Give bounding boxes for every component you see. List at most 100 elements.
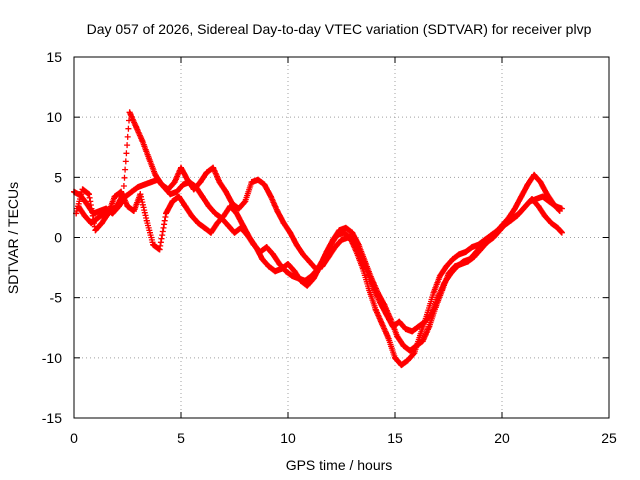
- data-point: [372, 306, 379, 313]
- data-point: [293, 241, 300, 248]
- data-point: [113, 203, 120, 210]
- data-point: [111, 193, 118, 200]
- data-point: [543, 191, 550, 198]
- data-point: [323, 248, 330, 255]
- data-point: [396, 318, 403, 325]
- data-point: [128, 188, 135, 195]
- data-point: [173, 188, 180, 195]
- data-point: [137, 191, 144, 198]
- data-point: [248, 179, 255, 186]
- data-point: [201, 224, 208, 231]
- data-point: [306, 258, 313, 265]
- x-tick-label: 5: [177, 430, 185, 446]
- data-point: [203, 169, 210, 176]
- chart-title: Day 057 of 2026, Sidereal Day-to-day VTE…: [87, 21, 592, 37]
- data-point: [152, 171, 159, 178]
- data-point: [528, 195, 535, 202]
- data-point: [387, 316, 394, 323]
- data-point: [167, 191, 174, 198]
- data-point: [349, 229, 356, 236]
- data-point: [212, 210, 219, 217]
- data-point: [96, 208, 103, 215]
- y-tick-label: 10: [46, 109, 62, 125]
- data-point: [456, 251, 463, 258]
- y-tick-label: 15: [46, 49, 62, 65]
- y-tick-label: 5: [54, 169, 62, 185]
- data-marks: [71, 109, 565, 369]
- data-point: [496, 227, 503, 234]
- data-point: [436, 273, 443, 280]
- data-point: [304, 282, 311, 289]
- data-point: [289, 273, 296, 280]
- series-markers-track-c: [73, 186, 565, 354]
- data-point: [426, 323, 433, 330]
- data-point: [227, 203, 234, 210]
- data-point: [554, 224, 561, 231]
- y-tick-label: -5: [50, 290, 63, 306]
- data-point: [285, 260, 291, 267]
- data-point: [462, 248, 469, 255]
- data-point: [199, 193, 206, 200]
- data-point: [280, 220, 287, 227]
- data-point: [469, 244, 476, 251]
- data-point: [548, 220, 555, 227]
- data-point: [430, 289, 437, 296]
- data-point: [126, 109, 133, 116]
- data-point: [471, 253, 478, 260]
- data-point: [98, 220, 105, 227]
- data-point: [381, 301, 388, 308]
- y-tick-label: -15: [42, 410, 62, 426]
- data-point: [210, 164, 217, 171]
- data-point: [398, 362, 405, 369]
- data-point: [270, 251, 277, 258]
- data-point: [541, 212, 548, 219]
- data-point: [207, 229, 214, 236]
- data-point: [259, 256, 266, 263]
- data-point: [195, 220, 202, 227]
- data-point: [235, 205, 242, 212]
- data-point: [255, 176, 262, 183]
- data-point: [516, 210, 523, 217]
- data-point: [522, 203, 529, 210]
- data-point: [477, 246, 484, 253]
- data-point: [158, 181, 165, 188]
- y-axis-label: SDTVAR / TECUs: [5, 182, 21, 294]
- x-tick-label: 10: [280, 430, 296, 446]
- data-point: [385, 335, 392, 342]
- data-point: [252, 244, 259, 251]
- data-point: [225, 222, 232, 229]
- data-point: [216, 179, 223, 186]
- data-point: [182, 203, 189, 210]
- data-point: [242, 198, 249, 205]
- x-tick-label: 15: [387, 430, 403, 446]
- data-point: [451, 263, 458, 270]
- data-point: [190, 186, 197, 193]
- data-point: [233, 210, 240, 217]
- data-point: [317, 263, 324, 270]
- data-point: [143, 217, 150, 224]
- y-tick-label: 0: [54, 230, 62, 246]
- data-point: [165, 186, 172, 193]
- data-point: [291, 268, 298, 275]
- data-point: [299, 251, 306, 258]
- data-point: [490, 234, 497, 241]
- data-point: [394, 333, 401, 340]
- data-point: [421, 318, 428, 325]
- data-point: [417, 330, 424, 337]
- data-point: [443, 263, 450, 270]
- data-point: [267, 193, 274, 200]
- data-point: [392, 354, 398, 361]
- data-point: [402, 325, 409, 332]
- y-tick-label: -10: [42, 350, 62, 366]
- data-point: [276, 260, 283, 267]
- x-tick-label: 20: [494, 430, 510, 446]
- data-point: [231, 229, 238, 236]
- data-point: [205, 203, 212, 210]
- data-point: [240, 222, 247, 229]
- data-point: [118, 188, 125, 195]
- data-point: [404, 357, 411, 364]
- axis-ticks: 0 5 10 15 20 25 -15 -10 -5 0 5 10 15: [42, 49, 617, 446]
- data-point: [458, 260, 465, 267]
- data-point: [184, 176, 191, 183]
- data-point: [509, 215, 516, 222]
